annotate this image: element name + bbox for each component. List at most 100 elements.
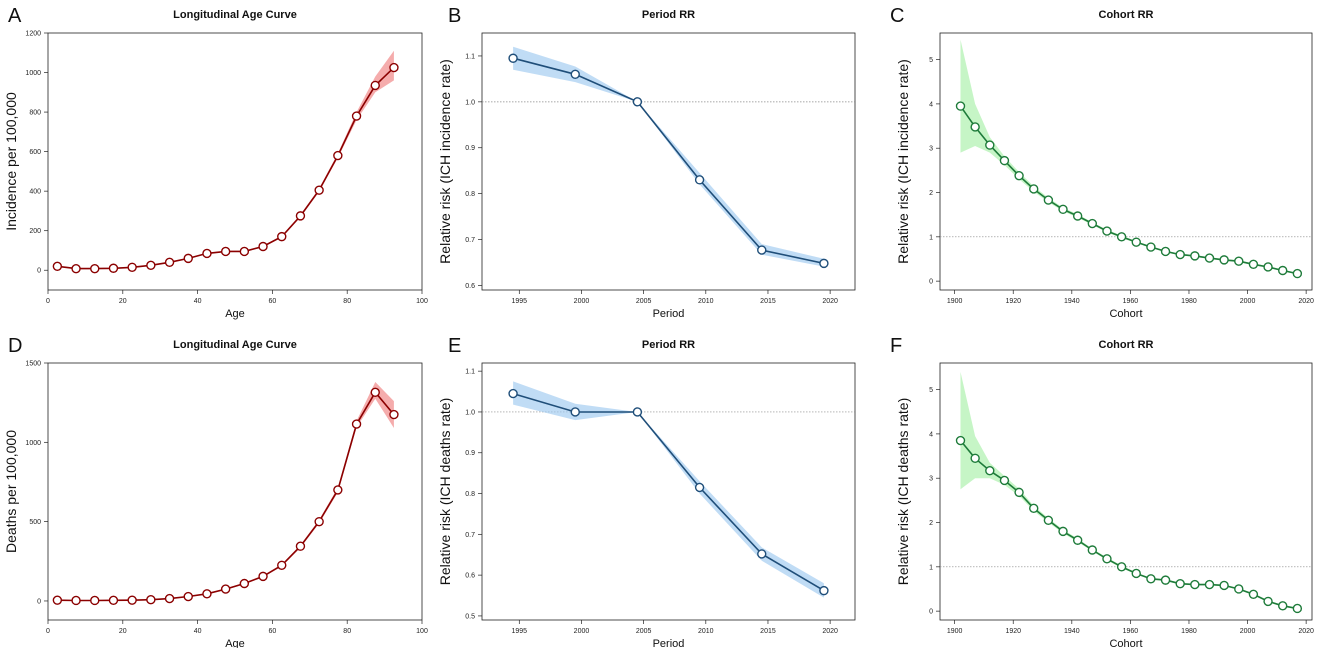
x-tick-label: 20 (119, 628, 127, 635)
y-tick-label: 0 (929, 609, 933, 616)
data-point (108, 263, 119, 273)
y-axis-label: Deaths per 100,000 (3, 430, 19, 553)
x-tick-label: 1920 (1005, 628, 1021, 635)
chart-title: Longitudinal Age Curve (173, 339, 297, 351)
y-tick-label: 0 (929, 279, 933, 286)
panel-letter: B (448, 5, 461, 27)
data-point (1248, 589, 1259, 599)
y-tick-label: 1000 (25, 440, 41, 447)
y-tick-label: 0.6 (465, 573, 475, 580)
y-tick-label: 0.9 (465, 450, 475, 457)
y-tick-label: 1.0 (465, 409, 475, 416)
data-point (295, 541, 306, 551)
x-tick-label: 1900 (947, 298, 963, 305)
data-point (1160, 246, 1171, 257)
data-point (985, 465, 995, 476)
x-tick-label: 80 (343, 628, 351, 635)
data-point (1204, 579, 1215, 590)
confidence-band (960, 371, 1298, 610)
data-point (333, 150, 343, 161)
chart-title: Cohort RR (1099, 9, 1154, 21)
data-point (127, 595, 137, 605)
data-point (90, 263, 100, 274)
data-point (108, 595, 119, 606)
y-tick-label: 1.0 (465, 99, 475, 106)
x-tick-label: 2020 (822, 628, 838, 635)
y-tick-label: 1 (929, 234, 933, 241)
y-tick-label: 1200 (25, 31, 41, 38)
data-point (1204, 253, 1215, 263)
data-point (1087, 545, 1098, 555)
data-point (183, 591, 193, 602)
x-tick-label: 1900 (947, 628, 963, 635)
y-tick-label: 3 (929, 146, 933, 153)
x-tick-label: 2000 (574, 628, 590, 635)
data-point (1131, 568, 1141, 579)
data-point (370, 387, 380, 398)
y-tick-label: 800 (29, 110, 41, 117)
chart-panel-c: C Cohort RR 1900 1920 1940 1960 1980 2000 2020 0 1… (890, 5, 1314, 320)
y-tick-label: 1000 (25, 70, 41, 77)
data-point (314, 185, 324, 195)
data-point (970, 453, 980, 463)
data-point (1292, 603, 1303, 614)
data-point (694, 175, 705, 185)
x-tick-label: 2000 (1240, 298, 1256, 305)
x-tick-label: 40 (194, 298, 202, 305)
x-tick-label: 1980 (1181, 628, 1197, 635)
chart-panel-f: F Cohort RR 1900 1920 1940 1960 1980 2000 2020 0 1… (890, 335, 1314, 648)
x-tick-label: 2020 (1298, 628, 1314, 635)
data-point (1116, 562, 1127, 572)
confidence-band (57, 382, 394, 601)
data-point (1219, 580, 1229, 591)
y-tick-label: 0.7 (465, 532, 475, 539)
x-tick-label: 2010 (698, 298, 714, 305)
data-point (164, 593, 175, 604)
y-tick-label: 0.5 (465, 613, 475, 620)
data-point (508, 388, 518, 399)
data-point (277, 231, 287, 242)
data-point (1102, 226, 1112, 236)
y-tick-label: 5 (929, 387, 933, 394)
x-tick-label: 1995 (512, 628, 528, 635)
data-point (1043, 515, 1054, 526)
data-point (1058, 526, 1068, 537)
confidence-band (513, 46, 824, 267)
data-point (1292, 268, 1303, 279)
y-tick-label: 0 (37, 598, 41, 605)
data-point (146, 594, 156, 605)
data-point (1072, 535, 1083, 545)
data-point (508, 53, 518, 63)
data-point (351, 419, 362, 429)
y-tick-label: 4 (929, 431, 933, 438)
x-axis-label: Cohort (1109, 308, 1142, 320)
x-tick-label: 1995 (512, 298, 528, 305)
data-point (71, 595, 81, 606)
data-point (1116, 232, 1127, 242)
data-point (389, 409, 399, 420)
y-tick-label: 0.9 (465, 145, 475, 152)
x-tick-label: 2020 (822, 298, 838, 305)
data-point (314, 516, 324, 527)
data-point (1014, 487, 1024, 498)
data-point (1234, 584, 1244, 594)
x-tick-label: 80 (343, 298, 351, 305)
x-tick-label: 20 (119, 298, 127, 305)
data-point (1219, 255, 1229, 265)
data-point (632, 97, 643, 107)
y-tick-label: 2 (929, 520, 933, 527)
data-point (220, 246, 231, 257)
x-tick-label: 60 (269, 628, 277, 635)
series-line (512, 57, 825, 265)
data-point (1131, 237, 1141, 247)
data-point (970, 122, 980, 132)
plot-frame (47, 362, 423, 621)
y-tick-label: 2 (929, 190, 933, 197)
data-point (1248, 259, 1259, 269)
data-point (370, 80, 380, 91)
data-point (1234, 256, 1244, 266)
x-tick-label: 2015 (760, 298, 776, 305)
data-point (1029, 184, 1039, 194)
